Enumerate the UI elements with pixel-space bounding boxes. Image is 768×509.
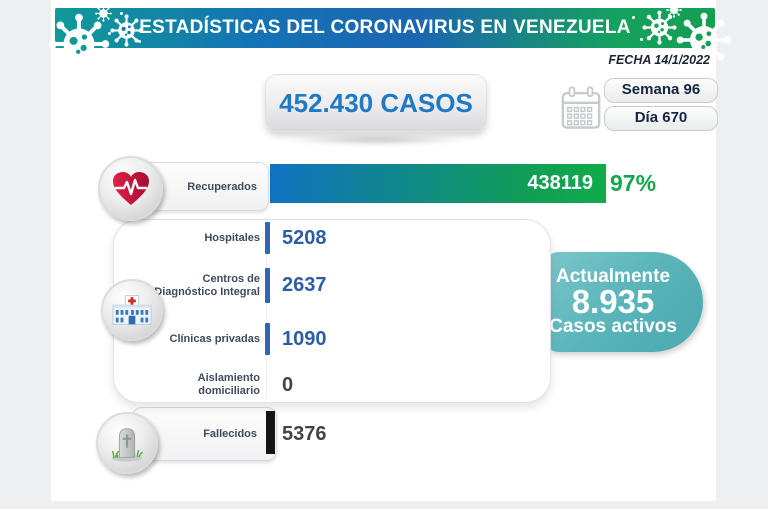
hospital-icon	[112, 295, 152, 325]
tombstone-icon	[111, 428, 143, 462]
row-label: Hospitales	[204, 231, 260, 244]
row-value: 2637	[282, 274, 327, 296]
deaths-value: 5376	[282, 422, 327, 445]
heart-pulse-icon	[112, 171, 149, 205]
active-badge-subtitle: Casos activos	[549, 316, 677, 337]
deaths-label: Fallecidos	[203, 428, 257, 440]
recovered-icon-badge	[98, 156, 163, 221]
cdi-row: Centros de Diagnóstico Integral 2637	[114, 268, 550, 303]
clinicas-row: Clínicas privadas 1090	[114, 323, 550, 355]
date-label: FECHA 14/1/2022	[608, 53, 710, 67]
row-label: Aislamiento domiciliario	[197, 372, 260, 397]
row-value: 1090	[282, 327, 327, 350]
virus-icon	[48, 13, 110, 75]
page-title: ESTADÍSTICAS DEL CORONAVIRUS EN VENEZUEL…	[139, 17, 631, 38]
active-badge-title: Actualmente	[555, 266, 671, 287]
row-tick	[265, 323, 270, 355]
recovered-label: Recuperados	[187, 180, 257, 193]
recovered-value: 438119	[527, 172, 593, 194]
hospitales-row: Hospitales 5208	[114, 222, 550, 254]
decorative-dot	[120, 12, 123, 15]
row-value: 5208	[282, 226, 327, 249]
deaths-icon-badge	[96, 412, 158, 474]
card-reflection	[285, 135, 467, 145]
row-tick	[265, 268, 270, 303]
week-badge: Semana 96	[604, 78, 718, 103]
active-badge-value: 8.935	[571, 283, 655, 320]
deaths-tick	[266, 411, 275, 454]
hospital-icon-badge	[101, 279, 163, 341]
decorative-dot	[640, 38, 643, 41]
virus-icon	[110, 14, 143, 47]
active-cases-badge: Actualmente 8.935 Casos activos	[545, 252, 703, 352]
total-cases-card: 452.430 CASOS	[265, 74, 487, 132]
header-banner: ESTADÍSTICAS DEL CORONAVIRUS EN VENEZUEL…	[55, 8, 715, 48]
divider-line	[266, 224, 267, 398]
row-value: 0	[282, 373, 294, 396]
row-label: Clínicas privadas	[169, 332, 261, 345]
calendar-icon	[561, 86, 601, 129]
recovered-percent: 97%	[610, 170, 657, 196]
day-badge: Día 670	[604, 106, 718, 131]
total-cases-value: 452.430 CASOS	[279, 88, 473, 118]
active-breakdown-card: Hospitales 5208 Centros de Diagnóstico I…	[113, 219, 551, 403]
aislamiento-row: Aislamiento domiciliario 0	[114, 368, 550, 402]
virus-icon	[666, 2, 682, 18]
row-label: Centros de Diagnóstico Integral	[154, 272, 260, 298]
virus-icon	[95, 5, 112, 22]
row-tick	[265, 222, 270, 254]
recovered-bar: 438119	[270, 164, 606, 203]
